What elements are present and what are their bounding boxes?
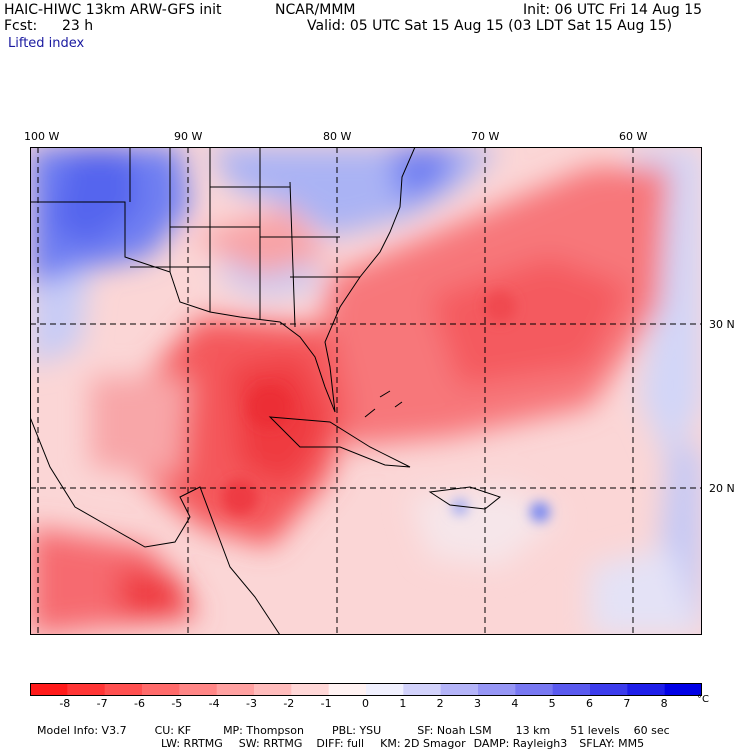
forecast-hour: 23 h <box>62 18 94 34</box>
info-item: DIFF: full <box>316 737 365 750</box>
colorbar-swatch <box>179 683 218 696</box>
colorbar-swatch <box>254 683 292 696</box>
colorbar-swatch <box>627 683 666 696</box>
info-item: Model Info: V3.7 <box>37 724 127 737</box>
colorbar-swatch <box>590 683 628 696</box>
colorbar-swatch <box>366 683 404 696</box>
colorbar-tick-label: 3 <box>474 697 481 710</box>
colorbar-tick-label: -6 <box>134 697 145 710</box>
info-item: SFLAY: MM5 <box>579 737 645 750</box>
colorbar <box>30 681 703 696</box>
colorbar-tick-label: -2 <box>283 697 295 710</box>
info-item: 60 sec <box>633 724 670 737</box>
info-item: CU: KF <box>154 724 192 737</box>
model-info-line2: LW: RRTMG SW: RRTMG DIFF: full KM: 2D Smago… <box>154 724 644 750</box>
colorbar-swatch <box>142 683 180 696</box>
organization-label: NCAR/MMM <box>275 2 356 18</box>
colorbar-tick-label: 6 <box>586 697 593 710</box>
info-item: SF: Noah LSM <box>417 724 492 737</box>
info-item: KM: 2D Smagor <box>380 737 466 750</box>
colorbar-tick-label: 7 <box>623 697 631 710</box>
info-item: LW: RRTMG <box>161 737 223 750</box>
model-title: HAIC-HIWC 13km ARW-GFS init <box>4 2 222 18</box>
colorbar-tick-label: 2 <box>436 697 444 710</box>
colorbar-swatch <box>478 683 516 696</box>
colorbar-swatch <box>552 683 591 696</box>
colorbar-swatch <box>30 683 68 696</box>
lat-label: 30 N <box>709 318 735 331</box>
colorbar-tick-label: 0 <box>362 697 369 710</box>
colorbar-tick-label: -8 <box>59 697 71 710</box>
colorbar-unit: °C <box>697 694 709 705</box>
lon-label: 90 W <box>174 130 203 143</box>
colorbar-tick-label: -1 <box>320 697 332 710</box>
forecast-label: Fcst: <box>4 18 38 34</box>
colorbar-swatch <box>328 683 367 696</box>
lat-label: 20 N <box>709 482 735 495</box>
colorbar-swatch <box>664 683 703 696</box>
colorbar-tick-label: -3 <box>246 697 257 710</box>
colorbar-swatch <box>67 683 106 696</box>
colorbar-tick-label: 8 <box>660 697 668 710</box>
info-item: SW: RRTMG <box>238 737 303 750</box>
colorbar-tick-label: 4 <box>511 697 519 710</box>
valid-time: Valid: 05 UTC Sat 15 Aug 15 (03 LDT Sat … <box>307 18 673 34</box>
colorbar-swatch <box>104 683 143 696</box>
lifted-index-map <box>30 147 702 635</box>
colorbar-swatch <box>291 683 330 696</box>
colorbar-swatch <box>403 683 442 696</box>
colorbar-border <box>30 683 702 696</box>
colorbar-tick-label: 5 <box>548 697 556 710</box>
info-item: DAMP: Rayleigh3 <box>473 737 568 750</box>
colorbar-tick-label: -7 <box>96 697 108 710</box>
colorbar-tick-label: 1 <box>399 697 407 710</box>
lon-label: 100 W <box>24 130 60 143</box>
colorbar-tick-label: -4 <box>208 697 220 710</box>
lon-label: 70 W <box>471 130 500 143</box>
colorbar-swatch <box>440 683 479 696</box>
lon-label: 80 W <box>323 130 352 143</box>
colorbar-swatch <box>515 683 554 696</box>
lon-label: 60 W <box>619 130 648 143</box>
init-time: Init: 06 UTC Fri 14 Aug 15 <box>523 2 703 18</box>
model-info-line1: Model Info: V3.7 CU: KF MP: Thompson PBL: Y… <box>30 711 670 737</box>
colorbar-tick-label: -5 <box>171 697 183 710</box>
colorbar-swatch <box>216 683 255 696</box>
info-item: MP: Thompson <box>223 724 304 737</box>
info-item: PBL: YSU <box>331 724 382 737</box>
field-name: Lifted index <box>8 36 85 51</box>
info-item: 51 levels <box>570 724 620 737</box>
info-item: 13 km <box>515 724 551 737</box>
